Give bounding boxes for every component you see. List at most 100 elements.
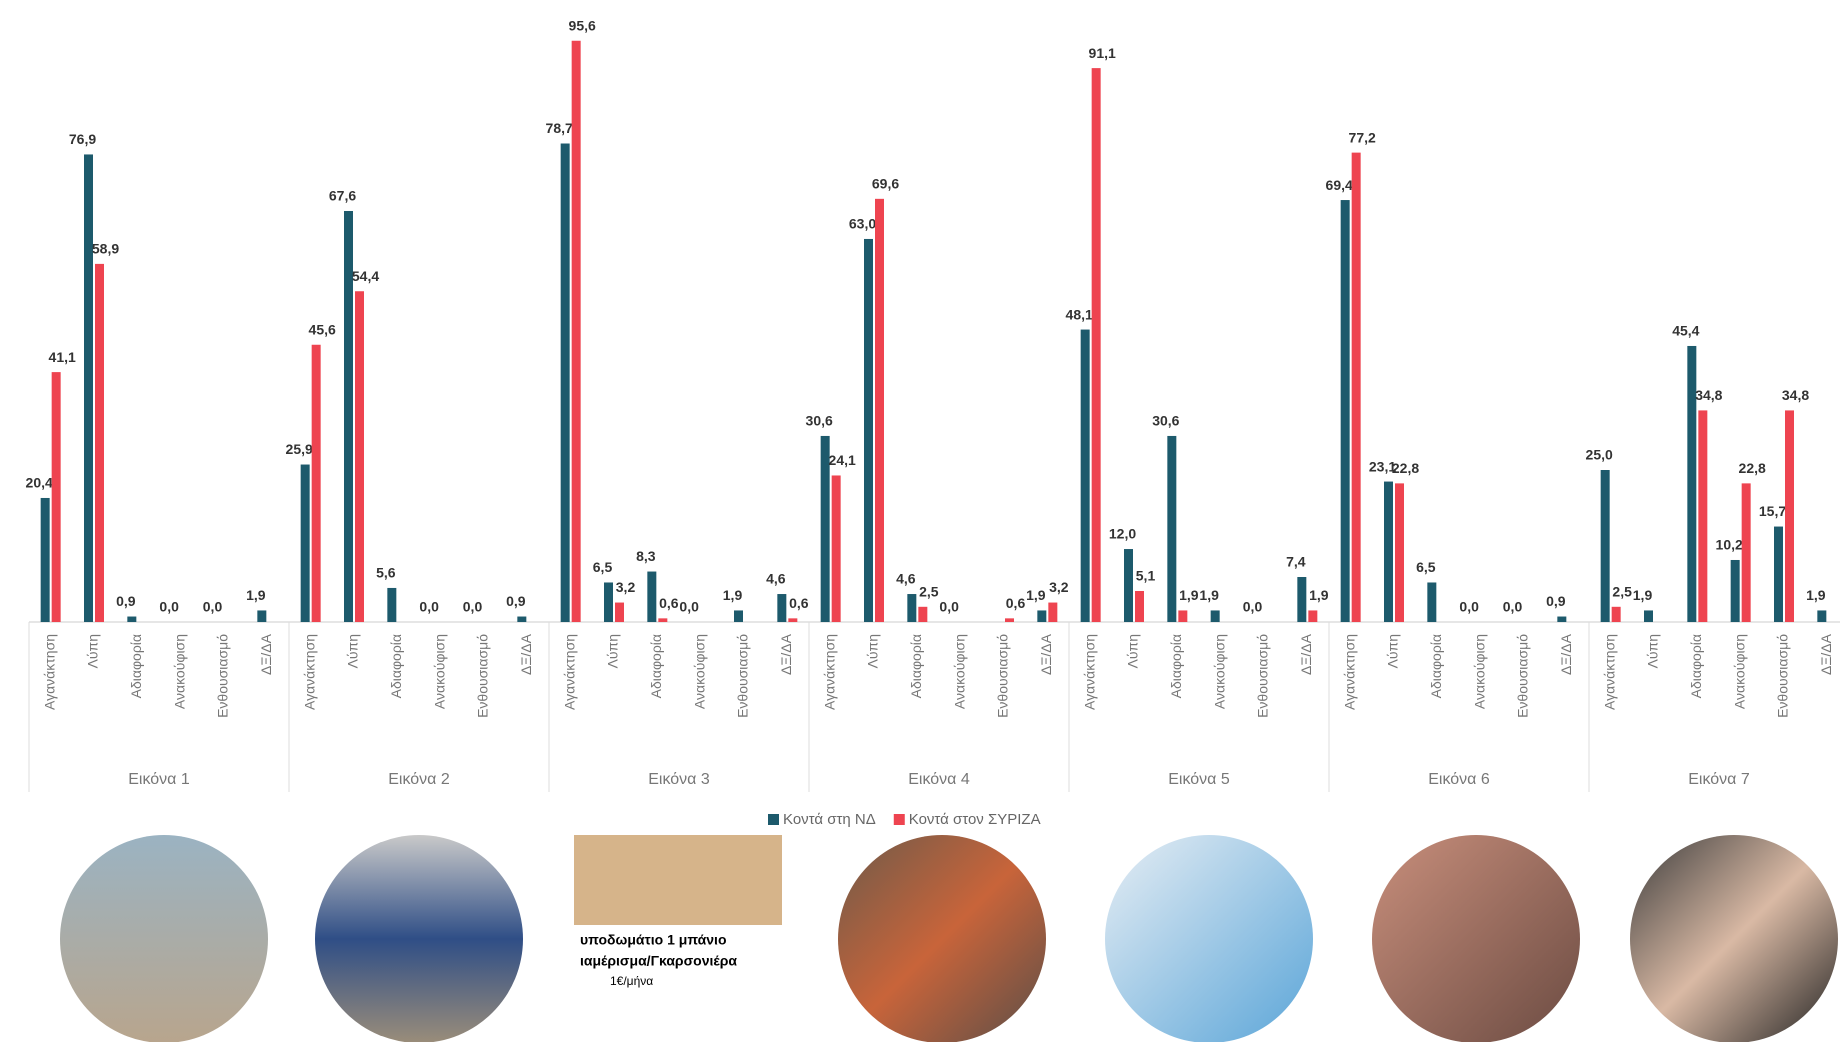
bar xyxy=(907,594,917,622)
value-label: 45,6 xyxy=(309,321,336,337)
bar xyxy=(1178,610,1188,622)
photo-text: υποδωμάτιο 1 μπάνιο xyxy=(580,932,727,948)
bar xyxy=(1210,610,1220,622)
bar xyxy=(571,40,581,622)
bar xyxy=(51,372,61,622)
value-label: 6,5 xyxy=(1416,559,1436,575)
bar xyxy=(1167,435,1177,622)
bar xyxy=(127,616,137,622)
value-label: 1,9 xyxy=(246,587,266,603)
bar xyxy=(831,475,841,622)
value-label: 1,9 xyxy=(1026,587,1046,603)
value-label: 58,9 xyxy=(92,241,119,257)
value-label: 4,6 xyxy=(896,571,916,587)
bar xyxy=(1037,610,1047,622)
bar xyxy=(84,154,93,622)
bar xyxy=(387,587,397,622)
value-label: 0,0 xyxy=(1243,599,1263,615)
photo xyxy=(60,835,268,1042)
category-label: Λύπη xyxy=(865,634,881,668)
bar xyxy=(1557,616,1567,622)
bar xyxy=(647,571,657,622)
category-label: Αγανάκτηση xyxy=(41,634,57,710)
bar xyxy=(1600,470,1610,622)
value-label: 3,2 xyxy=(1049,579,1069,595)
bar xyxy=(1730,559,1740,622)
category-label: Λύπη xyxy=(1645,634,1661,668)
photo xyxy=(1105,835,1313,1042)
bar xyxy=(1644,610,1653,622)
photo-text: 1€/μήνα xyxy=(610,974,653,988)
photo-top xyxy=(574,835,782,925)
value-label: 69,4 xyxy=(1326,177,1353,193)
bar xyxy=(615,602,624,622)
value-label: 4,6 xyxy=(766,571,786,587)
value-label: 63,0 xyxy=(849,216,876,232)
bar xyxy=(875,198,884,622)
photo xyxy=(315,835,523,1042)
bar xyxy=(95,263,104,622)
bar xyxy=(1124,549,1133,622)
bar xyxy=(1080,329,1090,622)
bar xyxy=(734,610,743,622)
category-label: Λύπη xyxy=(1125,634,1141,668)
category-label: Ανακούφιση xyxy=(691,634,707,709)
value-label: 20,4 xyxy=(26,475,53,491)
group-label: Εικόνα 5 xyxy=(1168,771,1230,788)
value-label: 0,0 xyxy=(463,599,483,615)
bar xyxy=(517,616,527,622)
category-label: ΔΞ/ΔΑ xyxy=(1038,633,1054,675)
bar xyxy=(1611,606,1621,622)
category-label: Αγανάκτηση xyxy=(1341,634,1357,710)
value-label: 54,4 xyxy=(352,268,379,284)
bar xyxy=(1351,152,1361,622)
category-label: Ανακούφιση xyxy=(1211,634,1227,709)
bar xyxy=(1395,483,1404,622)
bar xyxy=(1817,610,1827,622)
value-label: 22,8 xyxy=(1392,460,1419,476)
category-label: Ανακούφιση xyxy=(951,634,967,709)
value-label: 0,9 xyxy=(1546,593,1566,609)
value-label: 12,0 xyxy=(1109,526,1136,542)
category-label: Αγανάκτηση xyxy=(1601,634,1617,710)
bar xyxy=(1091,68,1101,622)
value-label: 0,9 xyxy=(506,593,526,609)
value-label: 2,5 xyxy=(1612,584,1632,600)
value-label: 0,6 xyxy=(789,595,809,611)
bar xyxy=(1741,483,1751,622)
bar xyxy=(1785,410,1794,622)
value-label: 0,0 xyxy=(1503,599,1523,615)
bar xyxy=(1048,602,1058,622)
photo xyxy=(1372,835,1580,1042)
photo xyxy=(1630,835,1838,1042)
value-label: 67,6 xyxy=(329,188,356,204)
category-label: Ενθουσιασμό xyxy=(1775,634,1791,718)
value-label: 45,4 xyxy=(1672,323,1699,339)
category-label: Ανακούφιση xyxy=(1471,634,1487,709)
category-label: ΔΞ/ΔΑ xyxy=(258,633,274,675)
category-label: Ενθουσιασμό xyxy=(475,634,491,718)
legend-swatch xyxy=(768,814,779,825)
value-label: 1,9 xyxy=(1633,587,1653,603)
value-label: 0,6 xyxy=(1006,595,1026,611)
value-label: 0,6 xyxy=(659,595,679,611)
group-label: Εικόνα 1 xyxy=(128,771,190,788)
value-label: 1,9 xyxy=(1179,587,1199,603)
value-label: 41,1 xyxy=(49,349,76,365)
bar xyxy=(1297,577,1307,622)
bar xyxy=(604,582,613,622)
category-label: ΔΞ/ΔΑ xyxy=(778,633,794,675)
bar xyxy=(1308,610,1318,622)
value-label: 1,9 xyxy=(1309,587,1329,603)
category-label: Ανακούφιση xyxy=(171,634,187,709)
bar xyxy=(1384,481,1393,622)
category-label: Αδιαφορία xyxy=(1168,634,1184,698)
value-label: 3,2 xyxy=(616,579,636,595)
value-label: 30,6 xyxy=(1152,413,1179,429)
value-label: 0,9 xyxy=(116,593,136,609)
category-label: Αγανάκτηση xyxy=(1081,634,1097,710)
category-label: Λύπη xyxy=(1385,634,1401,668)
category-label: Ενθουσιασμό xyxy=(1515,634,1531,718)
bar xyxy=(918,606,928,622)
